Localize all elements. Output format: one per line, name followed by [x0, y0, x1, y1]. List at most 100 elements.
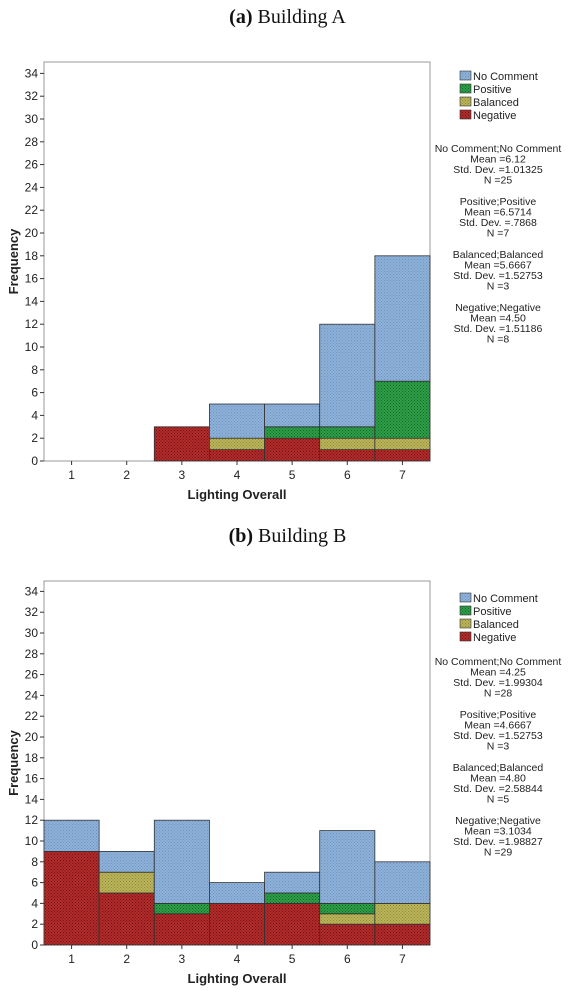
bar-balanced	[98, 871, 155, 894]
y-axis-label: Frequency	[6, 729, 21, 796]
legend-swatch-positive	[459, 605, 472, 616]
bar-no-comment	[264, 403, 321, 428]
panel-a-title: (a) Building A	[0, 6, 575, 29]
stats-line: Mean =6.5714	[464, 207, 532, 219]
bar-negative	[153, 426, 210, 462]
x-tick-label: 3	[179, 952, 186, 966]
legend-label-negative: Negative	[473, 632, 516, 644]
stats-line: Mean =4.25	[470, 667, 526, 679]
stats-line: Std. Dev. =1.52753	[453, 730, 543, 742]
bar-no-comment	[319, 830, 376, 904]
bar-negative	[264, 437, 321, 462]
bar-balanced	[374, 437, 431, 451]
legend-label-balanced: Balanced	[473, 97, 519, 109]
y-tick-label: 28	[25, 647, 39, 661]
stats-line: N =29	[484, 847, 512, 859]
stats-line: Negative;Negative	[455, 302, 541, 314]
y-tick-label: 22	[25, 709, 39, 723]
bar-positive	[319, 426, 376, 439]
bar-negative	[264, 902, 321, 946]
legend-label-no-comment: No Comment	[473, 71, 538, 83]
stats-line: Std. Dev. =2.58844	[453, 783, 543, 795]
stats-line: Mean =4.50	[470, 313, 526, 325]
panel-b-name: Building B	[258, 525, 347, 547]
x-tick-label: 6	[344, 468, 351, 482]
stats-line: Std. Dev. =1.51186	[454, 323, 543, 335]
bar-no-comment	[153, 819, 210, 904]
y-tick-label: 32	[25, 605, 39, 619]
y-tick-label: 30	[25, 626, 39, 640]
bar-no-comment	[374, 861, 431, 904]
y-tick-label: 2	[31, 917, 38, 931]
x-tick-label: 1	[68, 468, 75, 482]
y-tick-label: 18	[25, 751, 39, 765]
y-tick-label: 16	[25, 272, 39, 286]
stats-line: Positive;Positive	[460, 196, 537, 208]
y-tick-label: 6	[31, 876, 38, 890]
panel-b-label: (b)	[228, 525, 254, 547]
y-tick-label: 8	[31, 855, 38, 869]
y-tick-label: 28	[25, 135, 39, 149]
bar-negative	[98, 892, 155, 946]
y-tick-label: 14	[25, 792, 39, 806]
panel-b-title: (b) Building B	[0, 525, 575, 548]
y-tick-label: 12	[25, 813, 39, 827]
y-tick-label: 26	[25, 668, 39, 682]
stats-line: No Comment;No Comment	[435, 656, 562, 668]
legend-swatch-balanced	[459, 96, 472, 107]
y-tick-label: 8	[31, 363, 38, 377]
stats-line: Std. Dev. =1.01325	[453, 164, 543, 176]
panel-a-label: (a)	[229, 6, 253, 28]
y-tick-label: 26	[25, 158, 39, 172]
stats-line: No Comment;No Comment	[435, 143, 562, 155]
bar-no-comment	[43, 819, 100, 852]
stats-line: Balanced;Balanced	[453, 249, 544, 261]
x-tick-label: 3	[179, 468, 186, 482]
y-tick-label: 32	[25, 89, 39, 103]
bar-negative	[43, 850, 100, 946]
panel-a-name: Building A	[257, 6, 346, 28]
bar-negative	[153, 913, 210, 946]
x-axis-label: Lighting Overall	[188, 487, 287, 502]
stats-line: N =3	[487, 281, 510, 293]
stats-line: Mean =3.1034	[464, 826, 532, 838]
bar-negative	[209, 902, 265, 946]
bar-negative	[374, 923, 431, 946]
y-tick-label: 20	[25, 226, 39, 240]
x-tick-label: 4	[234, 468, 241, 482]
y-tick-label: 4	[31, 408, 38, 422]
legend-swatch-negative	[459, 631, 472, 642]
y-tick-label: 0	[31, 938, 38, 952]
stats-line: Std. Dev. =.7868	[459, 217, 537, 229]
bar-no-comment	[209, 403, 265, 439]
bar-negative	[319, 449, 376, 462]
x-tick-label: 7	[399, 468, 406, 482]
x-tick-label: 2	[123, 468, 130, 482]
x-tick-label: 1	[68, 952, 75, 966]
bar-no-comment	[319, 323, 376, 428]
stats-line: Mean =4.80	[470, 773, 526, 785]
stats-line: N =3	[487, 741, 510, 753]
y-tick-label: 10	[25, 340, 39, 354]
legend-label-balanced: Balanced	[473, 619, 519, 631]
stats-line: Mean =4.6667	[464, 720, 532, 732]
y-tick-label: 2	[31, 431, 38, 445]
bar-balanced	[374, 902, 431, 925]
bar-positive	[153, 902, 210, 915]
bar-balanced	[319, 437, 376, 451]
y-tick-label: 24	[25, 688, 39, 702]
x-tick-label: 2	[123, 952, 130, 966]
bar-positive	[374, 380, 431, 439]
stats-line: Positive;Positive	[460, 709, 537, 721]
y-tick-label: 14	[25, 294, 39, 308]
x-tick-label: 6	[344, 952, 351, 966]
y-tick-label: 24	[25, 180, 39, 194]
x-axis-label: Lighting Overall	[188, 971, 287, 986]
x-tick-label: 5	[289, 468, 296, 482]
bar-positive	[319, 902, 376, 915]
bar-no-comment	[209, 882, 265, 904]
y-tick-label: 20	[25, 730, 39, 744]
y-tick-label: 22	[25, 203, 39, 217]
y-tick-label: 18	[25, 249, 39, 263]
